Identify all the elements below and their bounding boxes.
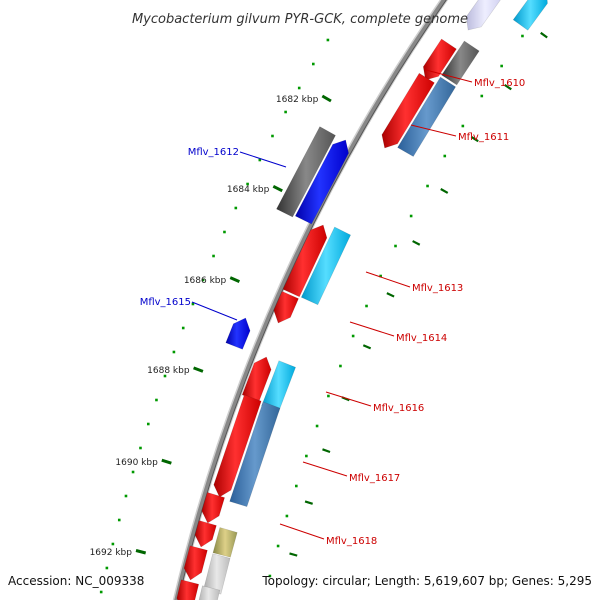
gene-feature[interactable]: [229, 401, 281, 507]
scale-tick-label: 1684 kbp: [227, 185, 270, 195]
gc-content-dots: [99, 31, 548, 594]
scale-tick-label: 1686 kbp: [184, 276, 227, 286]
gene-feature[interactable]: [273, 291, 299, 324]
scale-tick: [135, 549, 147, 555]
gene-feature[interactable]: [225, 317, 251, 350]
label-leader-line: [239, 151, 287, 168]
gene-feature[interactable]: [300, 226, 351, 306]
gene-feature[interactable]: [276, 126, 336, 218]
gene-label[interactable]: Mflv_1611: [458, 132, 509, 143]
gene-label[interactable]: Mflv_1614: [396, 333, 447, 344]
gene-features: [176, 0, 548, 600]
scale-tick-label: 1682 kbp: [276, 95, 319, 105]
gene-feature[interactable]: [212, 527, 238, 558]
label-leader-line: [365, 271, 411, 288]
gene-label[interactable]: Mflv_1616: [373, 403, 424, 414]
scale-tick-label: 1692 kbp: [90, 548, 133, 558]
gene-label[interactable]: Mflv_1615: [140, 297, 191, 308]
label-leader-line: [349, 321, 395, 337]
label-leader-line: [425, 69, 473, 83]
scale-tick: [161, 458, 172, 465]
gene-labels: Mflv_1610 Mflv_1611 Mflv_1612 Mflv_1613 Mflv…: [140, 78, 526, 547]
label-leader-line: [191, 301, 238, 321]
gene-label[interactable]: Mflv_1610: [474, 78, 525, 89]
scale-tick-label: 1690 kbp: [115, 458, 158, 468]
label-leader-line: [325, 391, 372, 407]
gene-label[interactable]: Mflv_1618: [326, 536, 377, 547]
scale-ticks: 1682 kbp 1684 kbp 1686 kbp 1688 kbp 1690 kbp…: [90, 94, 332, 558]
gene-feature[interactable]: [183, 545, 208, 581]
genome-summary-text: Topology: circular; Length: 5,619,607 bp…: [262, 574, 592, 588]
scale-tick: [321, 94, 332, 103]
gene-feature[interactable]: [294, 139, 349, 225]
label-leader-lines: [191, 69, 473, 540]
scale-tick: [272, 184, 283, 193]
accession-text: Accession: NC_009338: [8, 574, 145, 588]
gene-feature[interactable]: [381, 72, 435, 149]
gene-feature[interactable]: [422, 38, 457, 81]
scale-tick-label: 1688 kbp: [147, 366, 190, 376]
gene-label[interactable]: Mflv_1613: [412, 283, 463, 294]
gene-feature[interactable]: [282, 224, 328, 298]
gene-feature[interactable]: [194, 520, 217, 548]
gene-feature[interactable]: [176, 579, 200, 600]
gene-feature[interactable]: [512, 0, 548, 31]
gene-feature[interactable]: [261, 360, 296, 413]
gene-feature[interactable]: [201, 492, 225, 524]
label-leader-line: [410, 124, 457, 137]
scale-tick: [229, 276, 240, 283]
scale-tick: [193, 366, 204, 373]
gene-label[interactable]: Mflv_1617: [349, 473, 400, 484]
map-title: Mycobacterium gilvum PYR-GCK, complete g…: [132, 12, 468, 27]
label-leader-line: [302, 461, 348, 477]
label-leader-line: [279, 523, 325, 540]
gene-feature[interactable]: [466, 0, 503, 31]
gene-label[interactable]: Mflv_1612: [188, 147, 239, 158]
gene-feature[interactable]: [213, 394, 262, 498]
gene-feature[interactable]: [197, 585, 221, 600]
gene-feature[interactable]: [441, 40, 480, 86]
gene-feature[interactable]: [397, 76, 457, 157]
